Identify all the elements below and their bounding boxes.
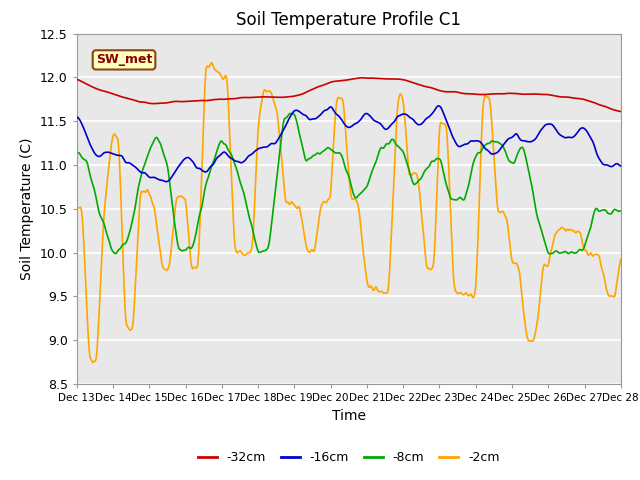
Legend: -32cm, -16cm, -8cm, -2cm: -32cm, -16cm, -8cm, -2cm (193, 446, 505, 469)
Title: Soil Temperature Profile C1: Soil Temperature Profile C1 (236, 11, 461, 29)
X-axis label: Time: Time (332, 408, 366, 422)
Text: SW_met: SW_met (96, 53, 152, 66)
Y-axis label: Soil Temperature (C): Soil Temperature (C) (20, 138, 35, 280)
